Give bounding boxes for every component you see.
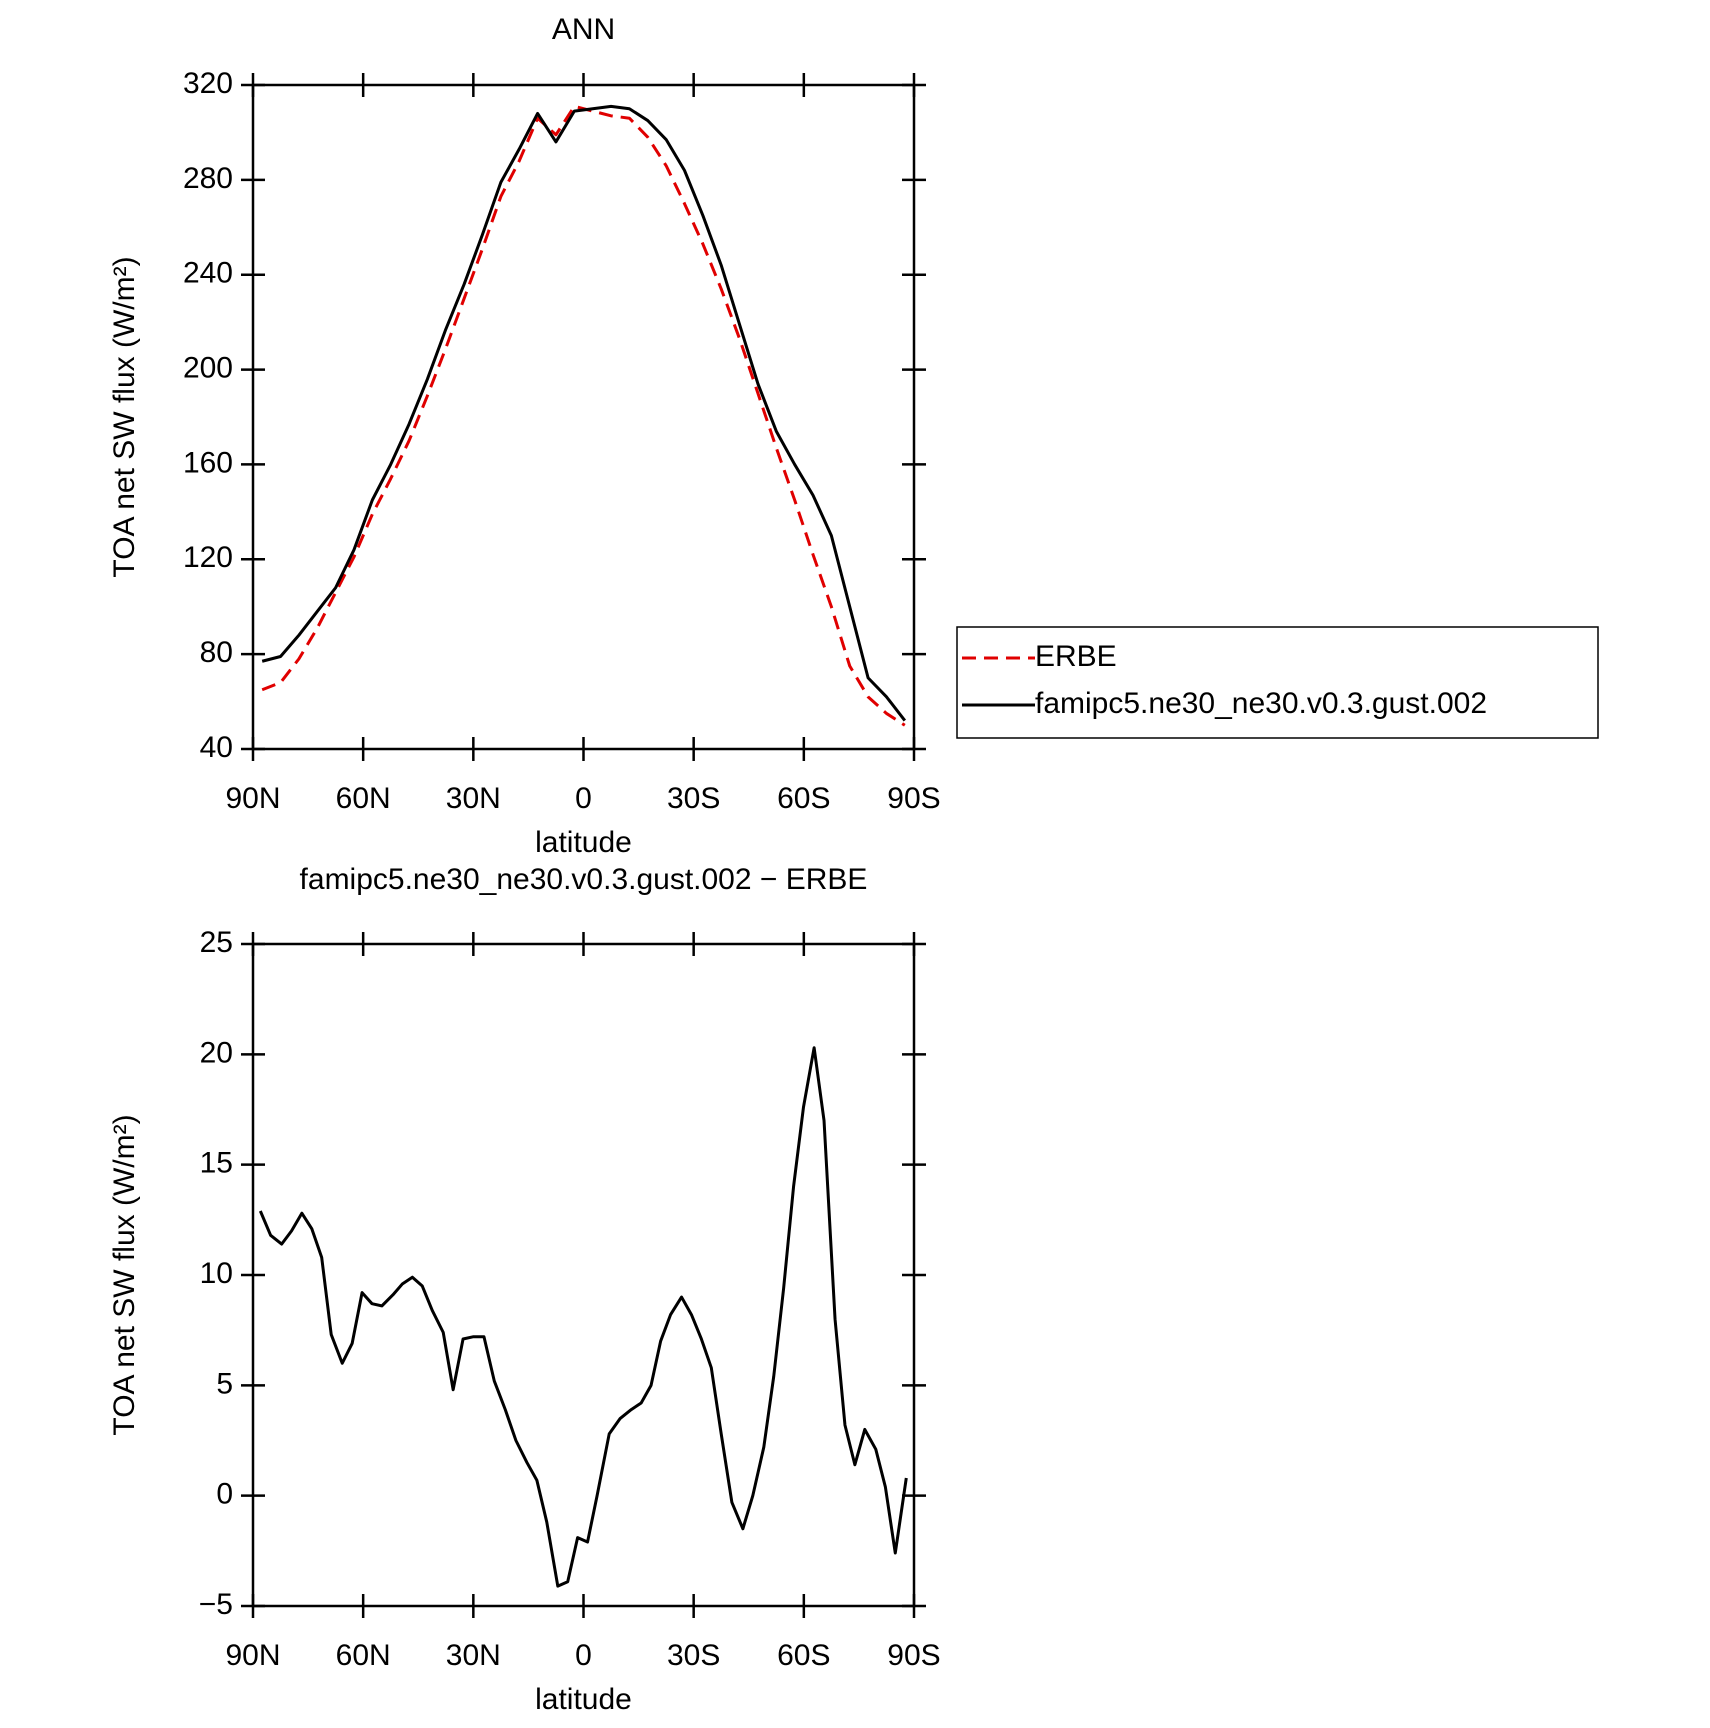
x-tick-label: 90S: [887, 1639, 940, 1672]
x-tick-label: 0: [575, 1639, 592, 1672]
y-tick-label: 10: [200, 1257, 233, 1290]
y-tick-label: 280: [183, 162, 233, 195]
y-tick-label: 20: [200, 1036, 233, 1069]
legend-label: famipc5.ne30_ne30.v0.3.gust.002: [1035, 687, 1487, 720]
y-tick-label: 5: [216, 1367, 233, 1400]
y-tick-label: 120: [183, 541, 233, 574]
data-line: [261, 104, 907, 722]
x-tick-label: 60N: [336, 1639, 391, 1672]
x-tick-label: 90N: [225, 782, 280, 815]
y-tick-label: −5: [199, 1588, 233, 1621]
chart-title: ANN: [552, 13, 615, 46]
x-axis-label: latitude: [535, 826, 632, 859]
x-tick-label: 30S: [667, 1639, 720, 1672]
y-tick-label: 160: [183, 446, 233, 479]
x-tick-label: 30S: [667, 782, 720, 815]
data-line: [258, 1046, 908, 1588]
y-tick-label: 40: [200, 731, 233, 764]
x-tick-label: 60N: [336, 782, 391, 815]
chart-title: famipc5.ne30_ne30.v0.3.gust.002 − ERBE: [300, 863, 868, 896]
x-tick-label: 90S: [887, 782, 940, 815]
y-axis-label: TOA net SW flux (W/m²): [108, 256, 141, 577]
x-tick-label: 0: [575, 782, 592, 815]
y-axis-label: TOA net SW flux (W/m²): [108, 1114, 141, 1435]
x-tick-label: 30N: [446, 1639, 501, 1672]
y-tick-label: 15: [200, 1147, 233, 1180]
y-tick-label: 0: [216, 1478, 233, 1511]
x-tick-label: 90N: [225, 1639, 280, 1672]
y-tick-label: 200: [183, 351, 233, 384]
legend-box: [956, 626, 1599, 739]
y-tick-label: 25: [200, 926, 233, 959]
data-line: [261, 104, 906, 727]
legend-label: ERBE: [1035, 640, 1117, 673]
x-tick-label: 60S: [777, 1639, 830, 1672]
plot-frame: [251, 942, 916, 1608]
y-tick-label: 320: [183, 67, 233, 100]
y-tick-label: 240: [183, 257, 233, 290]
plot-frame: [251, 83, 916, 751]
x-tick-label: 30N: [446, 782, 501, 815]
x-axis-label: latitude: [535, 1683, 632, 1716]
x-tick-label: 60S: [777, 782, 830, 815]
y-tick-label: 80: [200, 636, 233, 669]
